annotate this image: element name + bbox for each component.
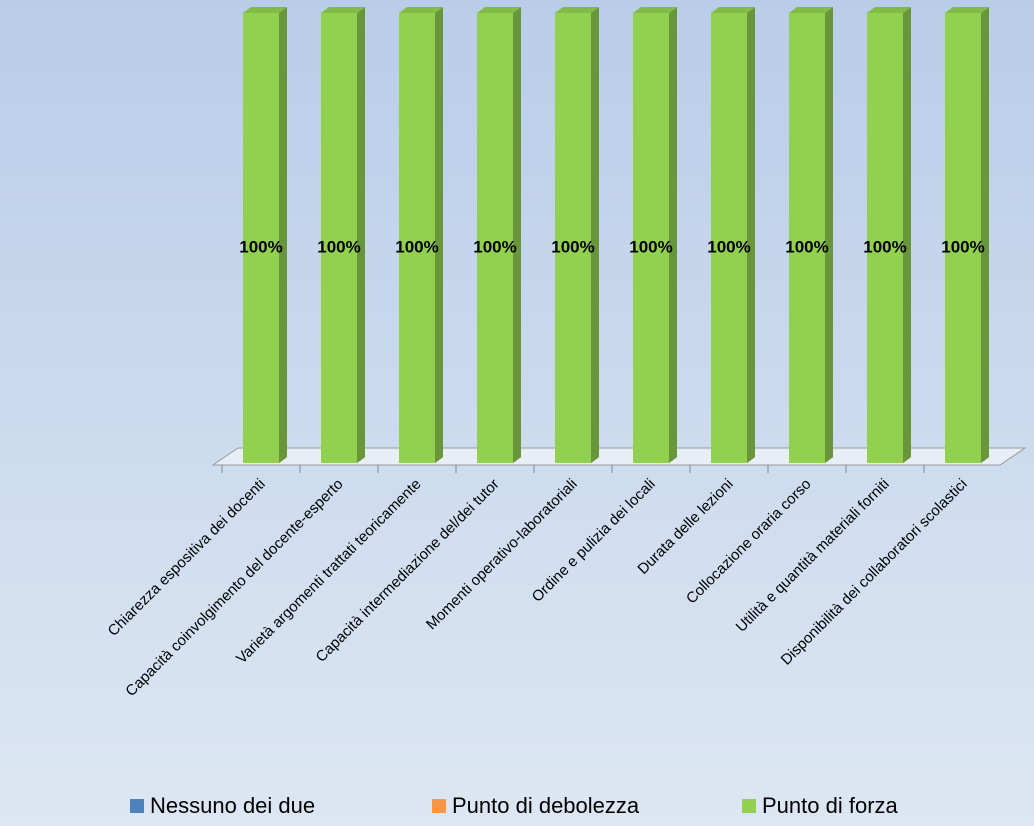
bar-side <box>591 7 599 463</box>
bar-side <box>513 7 521 463</box>
bar <box>321 13 357 463</box>
value-label: 100% <box>473 237 516 256</box>
bar-side <box>903 7 911 463</box>
bar <box>477 13 513 463</box>
legend-swatch <box>432 799 446 813</box>
bar <box>945 13 981 463</box>
legend-label: Punto di forza <box>762 793 899 818</box>
bar-top <box>321 7 365 13</box>
bar-top <box>867 7 911 13</box>
legend-label: Punto di debolezza <box>452 793 640 818</box>
value-label: 100% <box>317 237 360 256</box>
value-label: 100% <box>551 237 594 256</box>
bar <box>711 13 747 463</box>
legend-swatch <box>130 799 144 813</box>
bar-side <box>981 7 989 463</box>
bar <box>867 13 903 463</box>
bar-top <box>243 7 287 13</box>
legend-label: Nessuno dei due <box>150 793 315 818</box>
bar-top <box>555 7 599 13</box>
bar-side <box>357 7 365 463</box>
value-label: 100% <box>395 237 438 256</box>
bar <box>789 13 825 463</box>
value-label: 100% <box>239 237 282 256</box>
bar-top <box>633 7 677 13</box>
value-label: 100% <box>629 237 672 256</box>
value-label: 100% <box>785 237 828 256</box>
bar-top <box>399 7 443 13</box>
bar-top <box>945 7 989 13</box>
legend-swatch <box>742 799 756 813</box>
bar <box>555 13 591 463</box>
value-label: 100% <box>941 237 984 256</box>
bar <box>399 13 435 463</box>
value-label: 100% <box>863 237 906 256</box>
bar-side <box>825 7 833 463</box>
bar-top <box>477 7 521 13</box>
bar-top <box>789 7 833 13</box>
bar-top <box>711 7 755 13</box>
bar-side <box>279 7 287 463</box>
bar <box>633 13 669 463</box>
value-label: 100% <box>707 237 750 256</box>
bar <box>243 13 279 463</box>
bar-side <box>435 7 443 463</box>
bar-side <box>747 7 755 463</box>
bar-side <box>669 7 677 463</box>
